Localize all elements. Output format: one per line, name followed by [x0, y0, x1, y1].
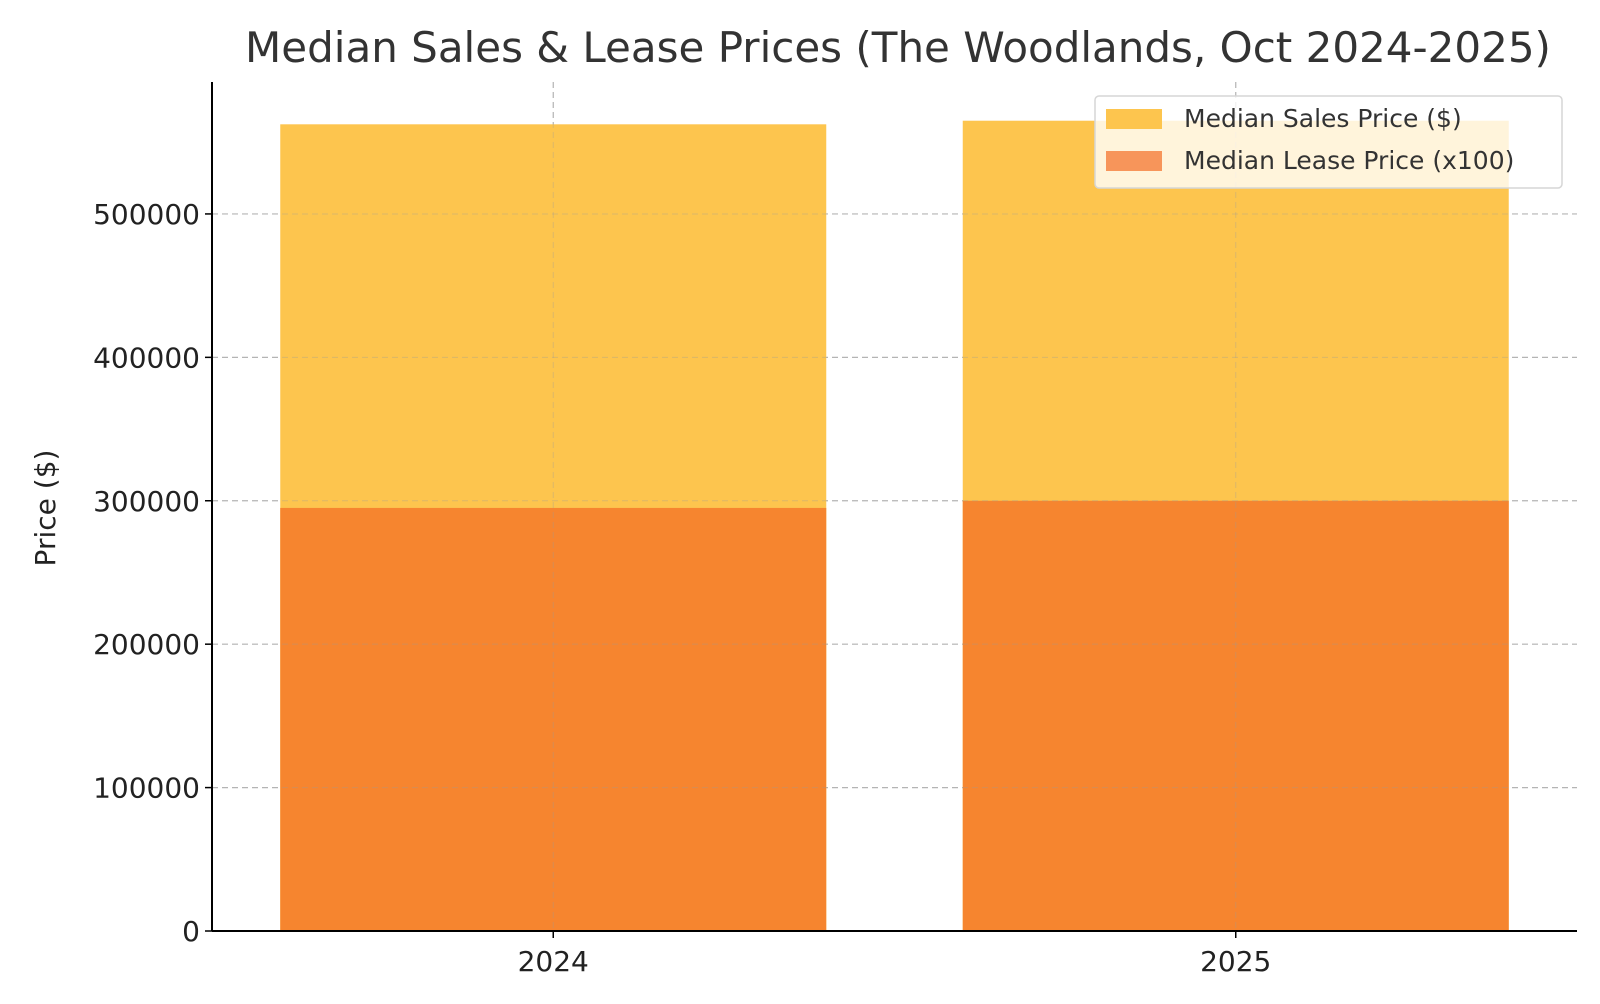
- legend-box: [1094, 95, 1563, 189]
- axes-layer: [211, 82, 1577, 932]
- legend-swatch-sales: [1106, 109, 1162, 129]
- y-tick-label-0: 0: [182, 915, 200, 948]
- legend-label-sales: Median Sales Price ($): [1184, 104, 1462, 133]
- ticks-layer: 0 100000 200000 300000 400000 500000 2024 2025: [93, 198, 1271, 978]
- y-tick-label-1: 100000: [93, 772, 200, 805]
- legend: Median Sales Price ($) Median Lease Pric…: [1094, 95, 1563, 189]
- legend-label-lease: Median Lease Price (x100): [1184, 146, 1514, 175]
- y-tick-label-2: 200000: [93, 628, 200, 661]
- legend-swatch-lease: [1106, 151, 1162, 171]
- x-tick-label-1: 2025: [1200, 945, 1271, 978]
- bar-series-1-2025: [962, 500, 1509, 931]
- y-axis-label: Price ($): [29, 450, 62, 567]
- y-tick-label-5: 500000: [93, 198, 200, 231]
- y-tick-label-3: 300000: [93, 485, 200, 518]
- chart-title: Median Sales & Lease Prices (The Woodlan…: [245, 23, 1551, 72]
- bar-series-1-2024: [280, 507, 827, 931]
- bars-layer: [212, 82, 1577, 932]
- y-tick-label-4: 400000: [93, 341, 200, 374]
- x-tick-label-0: 2024: [518, 945, 589, 978]
